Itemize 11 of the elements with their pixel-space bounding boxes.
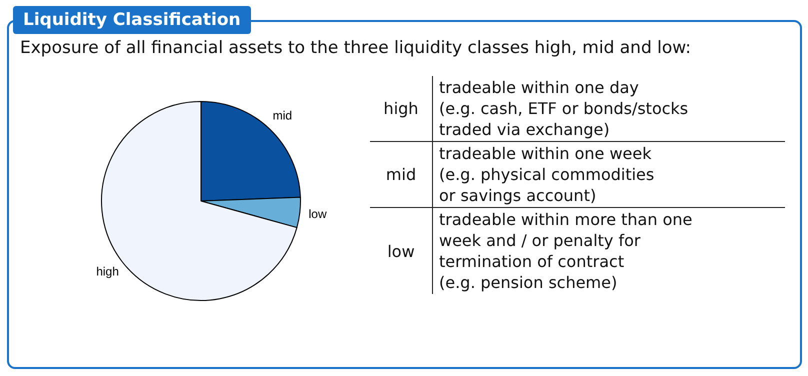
slice-label: high xyxy=(96,264,119,278)
text: tradeable within more than one week and / or penalty for termination of contract (e.g. pension scheme) xyxy=(432,208,785,294)
text: low xyxy=(370,208,432,294)
text: tradeable within one week (e.g. physical commodities or savings account) xyxy=(432,142,785,208)
chart-title: Liquidity Classification xyxy=(13,6,251,34)
slice-label: low xyxy=(308,206,327,221)
chart-subtitle: Exposure of all financial assets to the three liquidity classes high, mid and low: xyxy=(20,38,691,58)
text: tradeable within one day (e.g. cash, ETF or bonds/stocks traded via exchange) xyxy=(438,77,690,141)
text: mid xyxy=(370,142,432,208)
slice-label: mid xyxy=(272,108,292,123)
text: high xyxy=(370,76,432,142)
